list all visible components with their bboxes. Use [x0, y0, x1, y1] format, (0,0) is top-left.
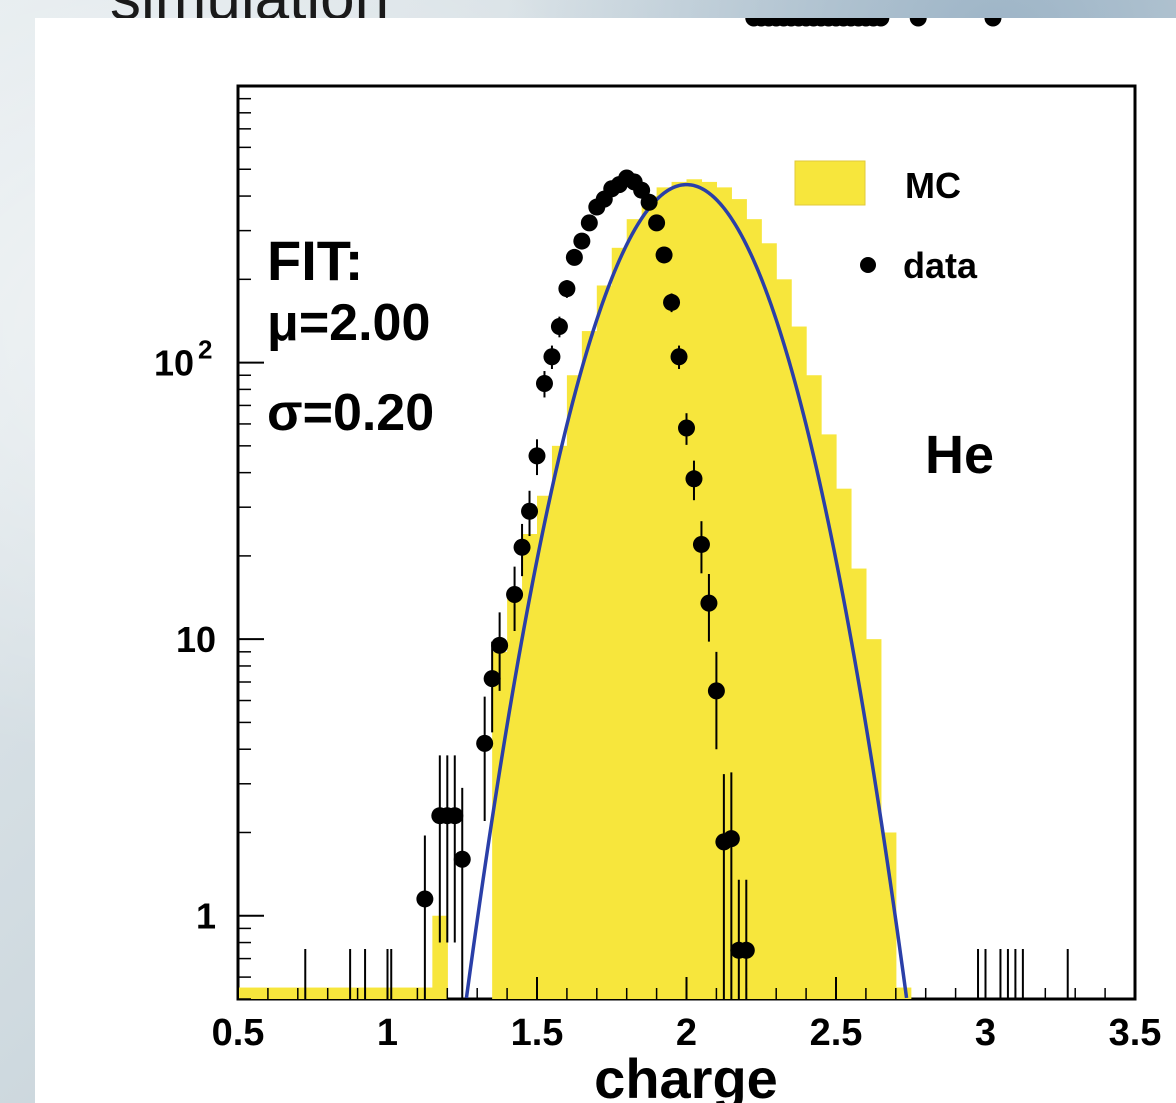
x-tick-label: 0.5: [212, 1012, 265, 1054]
data-point: [483, 641, 501, 733]
data-point: [685, 460, 703, 501]
data-point: [655, 246, 673, 264]
mc-bin: [581, 331, 598, 999]
data-point: [565, 248, 583, 266]
data-point: [670, 345, 688, 369]
data-point: [543, 345, 561, 369]
legend-data-label: data: [903, 245, 978, 286]
data-point: [506, 566, 524, 632]
mc-bin: [821, 434, 837, 999]
data-point: [909, 18, 927, 27]
data-point: [707, 651, 725, 750]
mc-bin: [880, 832, 897, 999]
mc-bin: [865, 639, 882, 999]
x-tick-label: 3.5: [1109, 1012, 1162, 1054]
data-point: [491, 612, 509, 691]
data-point: [678, 413, 695, 445]
data-point: [416, 835, 434, 999]
fit-sigma: σ=0.20: [267, 384, 434, 442]
mc-bin: [776, 279, 792, 999]
data-point: [648, 214, 666, 232]
mc-bin: [656, 187, 673, 999]
data-point: [737, 879, 755, 999]
data-point: [700, 574, 718, 642]
mc-bin: [522, 534, 538, 999]
data-point: [872, 18, 890, 27]
particle-label: He: [925, 425, 994, 485]
mc-bin: [611, 247, 628, 999]
data-point: [663, 293, 681, 313]
data-point: [558, 280, 576, 298]
data-point: [984, 18, 1002, 27]
x-tick-label: 2.5: [810, 1012, 863, 1054]
data-point: [535, 371, 553, 398]
gaussian-fit: [464, 182, 909, 999]
y-tick-label: 10: [176, 619, 216, 660]
mc-bin: [432, 915, 448, 999]
mc-bin: [716, 187, 732, 999]
fit-mu: μ=2.00: [267, 294, 430, 352]
y-tick-exponent: 2: [198, 335, 212, 365]
x-tick-label: 1: [377, 1012, 398, 1054]
mc-bin: [641, 196, 658, 999]
mc-bin: [566, 375, 583, 999]
x-tick-label: 2: [676, 1012, 697, 1054]
data-point: [521, 490, 539, 537]
data-point: [528, 439, 546, 476]
mc-bin: [537, 495, 553, 999]
chart-panel: 0.5 1 1.5 2 2.5 3 3.5 1 10 10 2 FIT: μ=2.00 σ=0.20…: [35, 18, 1176, 1103]
mc-bin: [551, 445, 568, 999]
mc-bin: [746, 219, 762, 1000]
mc-bin: [731, 199, 747, 999]
mc-bin: [671, 181, 688, 999]
legend-mc-label: MC: [905, 165, 961, 206]
data-points: [416, 18, 1002, 999]
y-tick-label: 1: [196, 896, 216, 937]
data-point: [446, 755, 464, 943]
data-point: [513, 523, 531, 577]
data-point: [476, 696, 494, 822]
mc-histogram: [238, 179, 912, 1000]
data-point: [722, 772, 740, 999]
mc-bin: [626, 219, 643, 1000]
fit-curve: [464, 182, 909, 999]
mc-bin: [895, 987, 912, 999]
legend-data-marker: [860, 257, 876, 273]
x-axis-label: charge: [594, 1047, 778, 1103]
x-tick-label: 1.5: [511, 1012, 564, 1054]
data-point: [580, 214, 598, 232]
data-point: [640, 193, 658, 211]
mc-bin: [238, 987, 433, 999]
data-spikes: [304, 949, 1069, 999]
data-point: [692, 521, 710, 574]
mc-bin: [596, 285, 613, 1000]
mc-bin: [806, 375, 822, 999]
data-point: [550, 316, 568, 338]
fit-title: FIT:: [267, 229, 363, 292]
data-point: [453, 787, 471, 999]
mc-bin: [761, 243, 777, 999]
legend-mc-swatch: [794, 160, 866, 206]
x-tick-label: 3: [975, 1012, 996, 1054]
mc-bin: [850, 568, 867, 999]
data-point: [573, 232, 591, 250]
y-tick-label: 10: [154, 343, 194, 384]
mc-bin: [492, 651, 508, 999]
mc-bin: [791, 326, 807, 999]
mc-bin: [686, 179, 703, 1000]
